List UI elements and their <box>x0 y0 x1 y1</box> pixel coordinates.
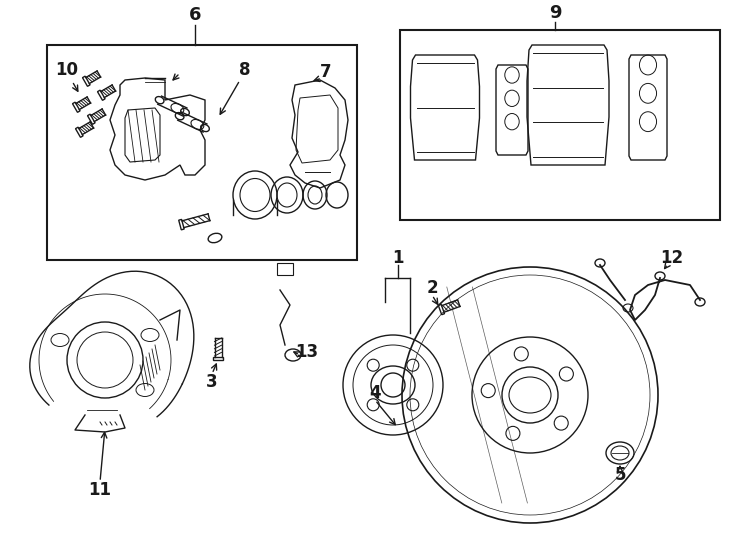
Bar <box>400 30 720 220</box>
Text: 8: 8 <box>239 61 251 79</box>
Text: 11: 11 <box>89 481 112 499</box>
Text: 13: 13 <box>296 343 319 361</box>
Text: 3: 3 <box>206 373 218 391</box>
Text: 9: 9 <box>549 4 562 22</box>
Bar <box>277 263 293 275</box>
Text: 6: 6 <box>189 6 201 24</box>
Text: 4: 4 <box>369 384 381 402</box>
Text: 1: 1 <box>392 249 404 267</box>
Text: 12: 12 <box>661 249 683 267</box>
Text: 2: 2 <box>426 279 437 297</box>
Bar <box>47 45 357 260</box>
Text: 10: 10 <box>56 61 79 79</box>
Text: 5: 5 <box>614 466 626 484</box>
Text: 7: 7 <box>320 63 332 81</box>
